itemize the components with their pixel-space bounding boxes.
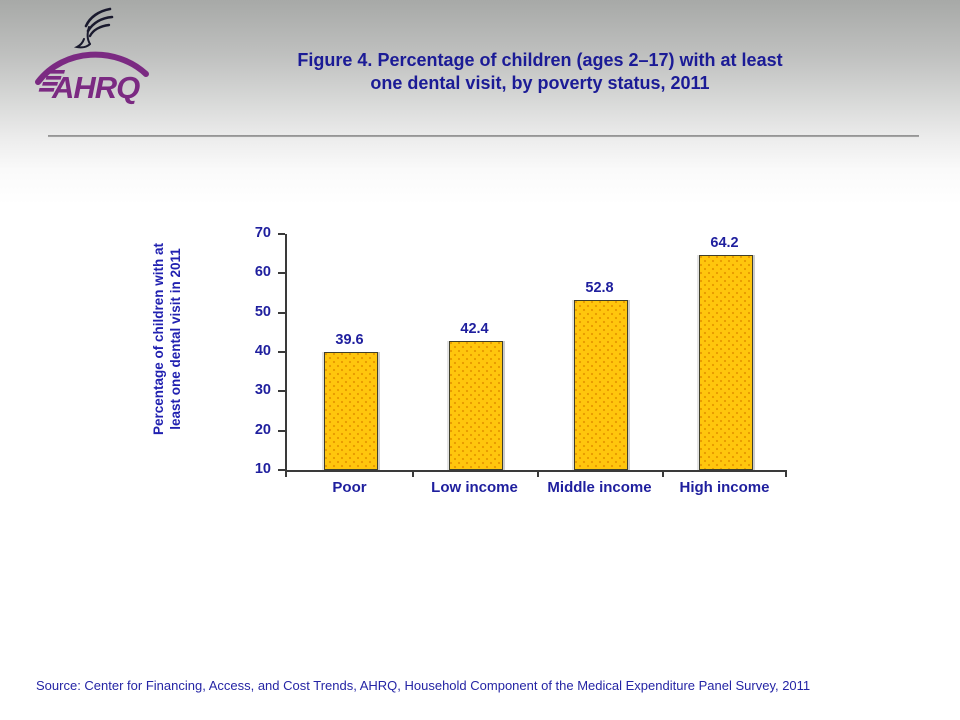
y-axis-tick <box>278 272 285 275</box>
bar-value-label: 39.6 <box>335 331 364 348</box>
bar <box>448 340 503 470</box>
bar-value-label: 42.4 <box>460 320 489 337</box>
y-axis-tick <box>278 469 285 471</box>
y-axis-tick <box>278 311 285 314</box>
x-category-label: High income <box>679 479 770 496</box>
x-axis-tick <box>662 470 664 477</box>
bar <box>323 351 378 470</box>
x-axis-tick <box>412 470 414 477</box>
plot-area: 10 20 30 40 50 60 70 39.6 Poor 42.4 Low income 52.8… <box>255 225 787 496</box>
y-axis-tick <box>278 429 285 432</box>
y-axis-tick-label: 10 <box>254 461 271 477</box>
y-axis-tick-label: 20 <box>254 421 271 438</box>
header-divider <box>48 135 919 138</box>
y-axis-tick-label: 30 <box>254 382 271 399</box>
ahrq-wordmark-text: AHRQ <box>51 70 140 105</box>
y-axis-tick-label: 60 <box>254 264 271 281</box>
ahrq-logo: AHRQ <box>34 4 154 106</box>
x-axis-tick <box>785 470 787 477</box>
bar-value-label: 64.2 <box>710 234 739 251</box>
figure-title-line-1: Figure 4. Percentage of children (ages 2… <box>297 50 783 70</box>
y-axis-label-line-1: Percentage of children with at <box>151 242 166 436</box>
hhs-eagle-icon <box>73 7 114 49</box>
y-axis-tick-label: 40 <box>254 343 271 359</box>
bar <box>573 299 628 470</box>
source-text: Source: Center for Financing, Access, an… <box>36 678 811 693</box>
y-axis-label-line-2: least one dental visit in 2011 <box>168 248 183 430</box>
x-category-label: Low income <box>431 479 518 496</box>
y-axis-tick <box>278 233 285 235</box>
x-axis-tick <box>285 470 287 477</box>
ahrq-wordmark: AHRQ <box>35 51 149 105</box>
bar-value-label: 52.8 <box>585 279 614 296</box>
bar <box>698 254 753 470</box>
y-axis-tick <box>278 351 285 353</box>
y-axis-tick <box>278 390 285 393</box>
figure-title: Figure 4. Percentage of children (ages 2… <box>150 49 930 95</box>
y-axis-tick-label: 70 <box>254 225 271 241</box>
x-axis-tick <box>537 470 539 477</box>
x-category-label: Poor <box>332 479 367 496</box>
x-category-label: Middle income <box>547 479 652 496</box>
figure-title-line-2: one dental visit, by poverty status, 201… <box>370 73 710 93</box>
y-axis-tick-label: 50 <box>254 303 271 320</box>
